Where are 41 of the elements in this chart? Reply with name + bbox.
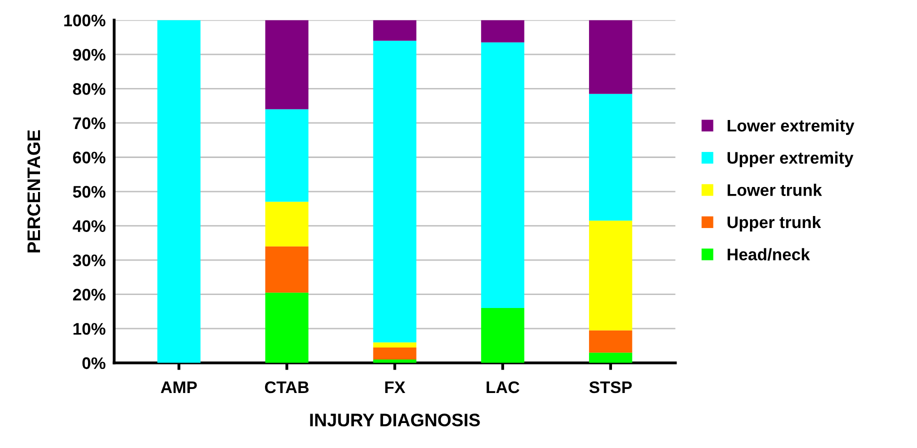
y-tick-label: 90%	[73, 48, 106, 61]
x-axis-title: INJURY DIAGNOSIS	[310, 414, 480, 426]
legend-label: Upper trunk	[728, 216, 822, 232]
bar	[589, 94, 632, 221]
y-tick-label: 50%	[72, 186, 106, 198]
y-tick-label: 40%	[72, 220, 106, 232]
bar	[589, 330, 632, 353]
bar	[589, 220, 632, 330]
legend-label: Lower trunk	[728, 184, 822, 196]
bar	[373, 342, 416, 348]
legend-label: Lower extremity	[728, 119, 854, 135]
x-tick-label: STSP	[589, 381, 632, 394]
bar	[157, 20, 201, 363]
legend-label: Upper extremity	[728, 152, 854, 168]
x-tick-label: CTAB	[265, 381, 309, 394]
bar	[481, 42, 524, 308]
bar	[373, 347, 416, 360]
y-tick-label: 100%	[64, 14, 106, 26]
bar	[265, 202, 308, 246]
bar	[481, 308, 524, 363]
x-tick-label: FX	[385, 382, 406, 394]
bar	[373, 40, 416, 342]
bar	[265, 246, 308, 293]
bar	[265, 20, 308, 110]
y-tick-label: 20%	[73, 288, 106, 301]
y-axis-title: PERCENTAGE	[27, 130, 40, 252]
y-tick-label: 80%	[73, 83, 106, 95]
bar	[481, 20, 524, 42]
bar	[265, 292, 308, 363]
y-tick-label: 10%	[74, 323, 106, 335]
bar	[589, 20, 632, 94]
x-tick-label: AMP	[160, 382, 197, 394]
legend-label: Head/neck	[728, 248, 810, 261]
y-tick-label: 30%	[72, 254, 106, 266]
y-tick-label: 60%	[73, 152, 106, 164]
bar	[373, 20, 416, 41]
x-tick-label: LAC	[486, 381, 520, 394]
y-tick-label: 0%	[82, 357, 106, 370]
y-tick-label: 70%	[73, 117, 106, 130]
bar	[265, 109, 308, 202]
bar	[589, 352, 632, 363]
